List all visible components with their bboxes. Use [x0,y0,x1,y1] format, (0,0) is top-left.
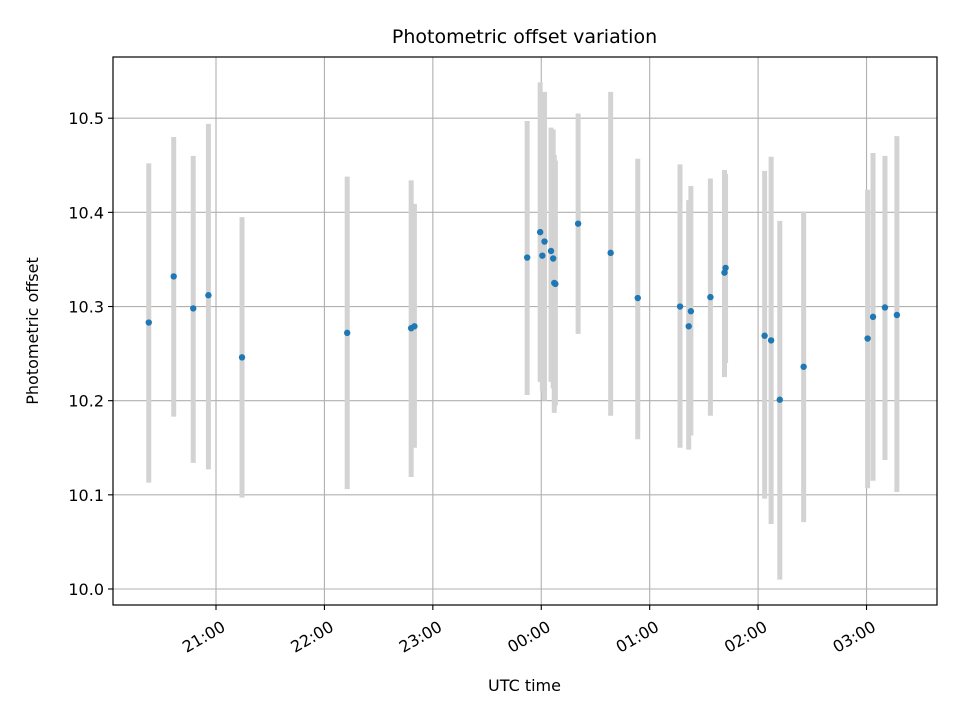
y-tick-label: 10.1 [68,486,104,505]
y-axis-ticks: 10.0 10.1 10.2 10.3 10.4 10.5 [68,109,113,599]
data-point [411,323,418,330]
chart-title: Photometric offset variation [392,26,657,48]
data-point [707,293,714,301]
data-point [607,249,614,257]
data-point [767,337,775,344]
data-point [205,292,212,299]
gridlines [113,57,937,605]
y-tick-label: 10.4 [68,203,104,222]
y-tick-label: 10.0 [68,580,104,599]
data-point [574,220,582,227]
data-point [190,305,197,312]
data-point [893,311,901,319]
data-points [145,220,901,403]
data-point [864,335,871,342]
data-point [536,228,544,236]
data-point [800,363,807,370]
data-point [552,280,559,288]
data-point [549,255,557,262]
data-point [685,323,692,330]
data-point [869,313,877,321]
data-point [722,264,729,272]
data-point [881,304,889,311]
y-tick-label: 10.5 [68,109,104,128]
data-point [145,319,152,326]
data-point [776,396,783,403]
data-point [541,238,548,245]
y-axis-label: Photometric offset [23,257,42,405]
plot-frame [112,56,938,606]
data-point [523,254,531,261]
x-axis-label: UTC time [488,676,561,695]
data-point [539,252,546,259]
data-point [687,308,695,315]
data-point [761,332,768,339]
data-point [170,273,177,280]
data-point [676,303,684,310]
data-point [547,247,555,255]
y-tick-label: 10.2 [68,392,104,411]
data-point [343,329,351,337]
y-tick-label: 10.3 [68,298,104,317]
data-point [634,294,641,302]
data-point [238,354,246,361]
